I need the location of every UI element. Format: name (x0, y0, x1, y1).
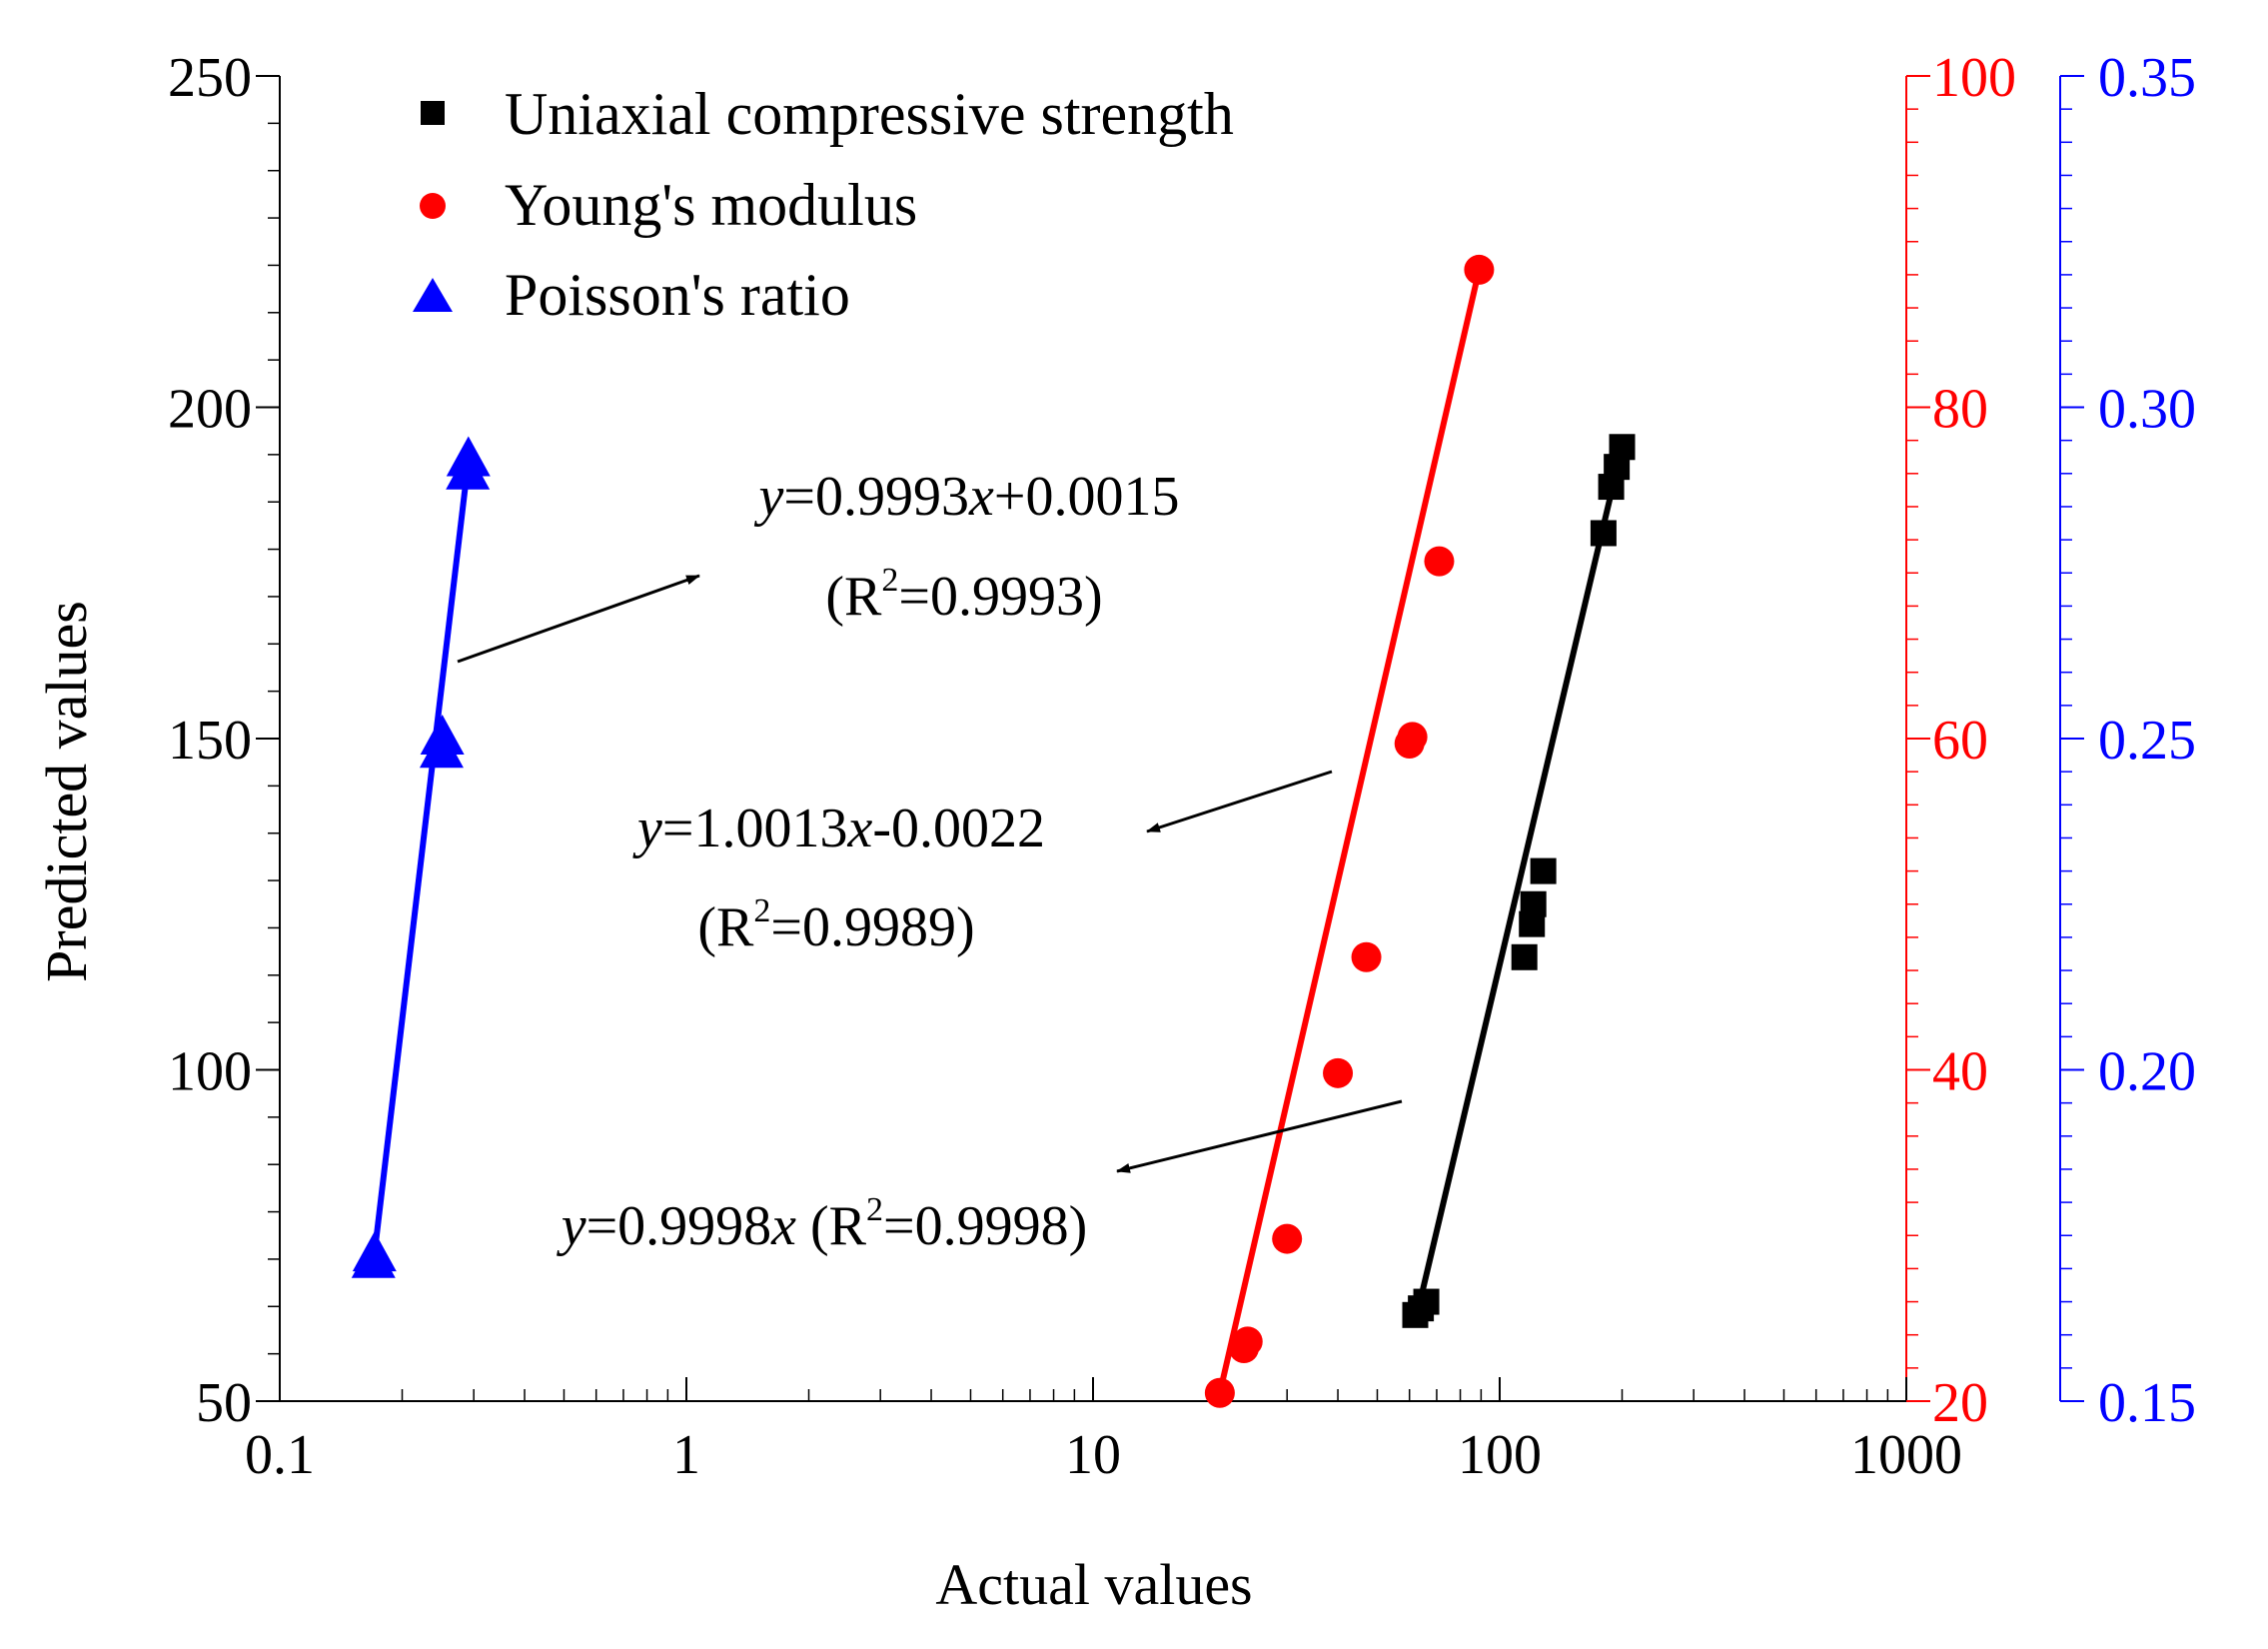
left-axis-ticks: 50 100 150 200 250 (168, 47, 280, 1434)
fit-line-triangle (370, 460, 472, 1263)
young-data-point (1424, 546, 1455, 577)
red-tick-label: 80 (1932, 379, 1988, 441)
fit-line-circle (1216, 269, 1483, 1394)
left-tick-label: 250 (168, 47, 252, 109)
red-tick-label: 40 (1932, 1041, 1988, 1103)
r-squared-poisson: (R2=0.9993) (825, 562, 1102, 628)
red-tick-label: 20 (1932, 1372, 1988, 1434)
x-tick-label: 1000 (1850, 1424, 1962, 1486)
blue-tick-label: 0.15 (2098, 1372, 2196, 1434)
ucs-data-point (1590, 520, 1617, 547)
young-data-point (1323, 1057, 1354, 1088)
red-tick-label: 60 (1932, 710, 1988, 772)
arrow-young (1146, 770, 1333, 833)
ucs-data-point (1413, 1288, 1440, 1315)
x-tick-label: 10 (1065, 1424, 1121, 1486)
legend-marker-circle (420, 193, 446, 219)
x-axis-ticks: 0.1 1 10 100 1000 (245, 1377, 1962, 1486)
blue-tick-label: 0.20 (2098, 1041, 2196, 1103)
blue-tick-label: 0.25 (2098, 710, 2196, 772)
equation-poisson: y=0.9993x+0.0015 (754, 466, 1180, 528)
young-data-point (1397, 722, 1428, 753)
legend-marker-triangle (413, 278, 453, 312)
arrow-ucs (1116, 1099, 1403, 1173)
x-tick-label: 0.1 (245, 1424, 315, 1486)
poisson-data-point (446, 436, 491, 477)
blue-tick-label: 0.35 (2098, 47, 2196, 109)
young-data-point (1272, 1223, 1303, 1254)
legend-label-ucs: Uniaxial compressive strength (505, 81, 1234, 147)
data-points (351, 254, 1636, 1408)
equation-young: y=1.0013x-0.0022 (632, 798, 1045, 859)
annotation-young-fit: y=1.0013x-0.0022 (R2=0.9989) (632, 770, 1333, 958)
poisson-data-point (352, 1231, 397, 1272)
ucs-data-point (1511, 943, 1538, 970)
left-tick-label: 50 (196, 1372, 252, 1434)
poisson-data-point (420, 715, 465, 755)
blue-axis-ticks: 0.15 0.20 0.25 0.30 0.35 (2060, 47, 2196, 1434)
young-data-point (1232, 1326, 1263, 1357)
fit-lines (370, 269, 1626, 1394)
left-tick-label: 150 (168, 710, 252, 772)
legend-label-poisson: Poisson's ratio (505, 262, 850, 328)
r-squared-young: (R2=0.9989) (697, 892, 974, 958)
arrow-poisson (457, 574, 700, 664)
ucs-data-point (1530, 857, 1557, 884)
young-data-point (1464, 254, 1495, 285)
x-tick-label: 100 (1458, 1424, 1542, 1486)
blue-tick-label: 0.30 (2098, 379, 2196, 441)
legend-marker-square (421, 101, 445, 125)
left-tick-label: 100 (168, 1041, 252, 1103)
young-data-point (1351, 941, 1382, 972)
left-tick-label: 200 (168, 379, 252, 441)
fit-line-square (1412, 446, 1626, 1323)
annotation-ucs-fit: y=0.9998x (R2=0.9998) (557, 1099, 1403, 1257)
young-data-point (1204, 1377, 1235, 1408)
ucs-data-point (1520, 890, 1547, 917)
ucs-data-point (1609, 434, 1636, 461)
y-axis-title: Predicted values (34, 601, 99, 982)
equation-ucs: y=0.9998x (R2=0.9998) (557, 1191, 1088, 1257)
annotation-poisson-fit: y=0.9993x+0.0015 (R2=0.9993) (457, 466, 1180, 664)
legend-label-young: Young's modulus (505, 172, 917, 238)
x-axis-title: Actual values (935, 1552, 1252, 1617)
x-tick-label: 1 (672, 1424, 700, 1486)
red-axis-ticks: 20 40 60 80 100 (1906, 47, 2016, 1434)
red-tick-label: 100 (1932, 47, 2016, 109)
legend: Uniaxial compressive strength Young's mo… (413, 81, 1234, 328)
